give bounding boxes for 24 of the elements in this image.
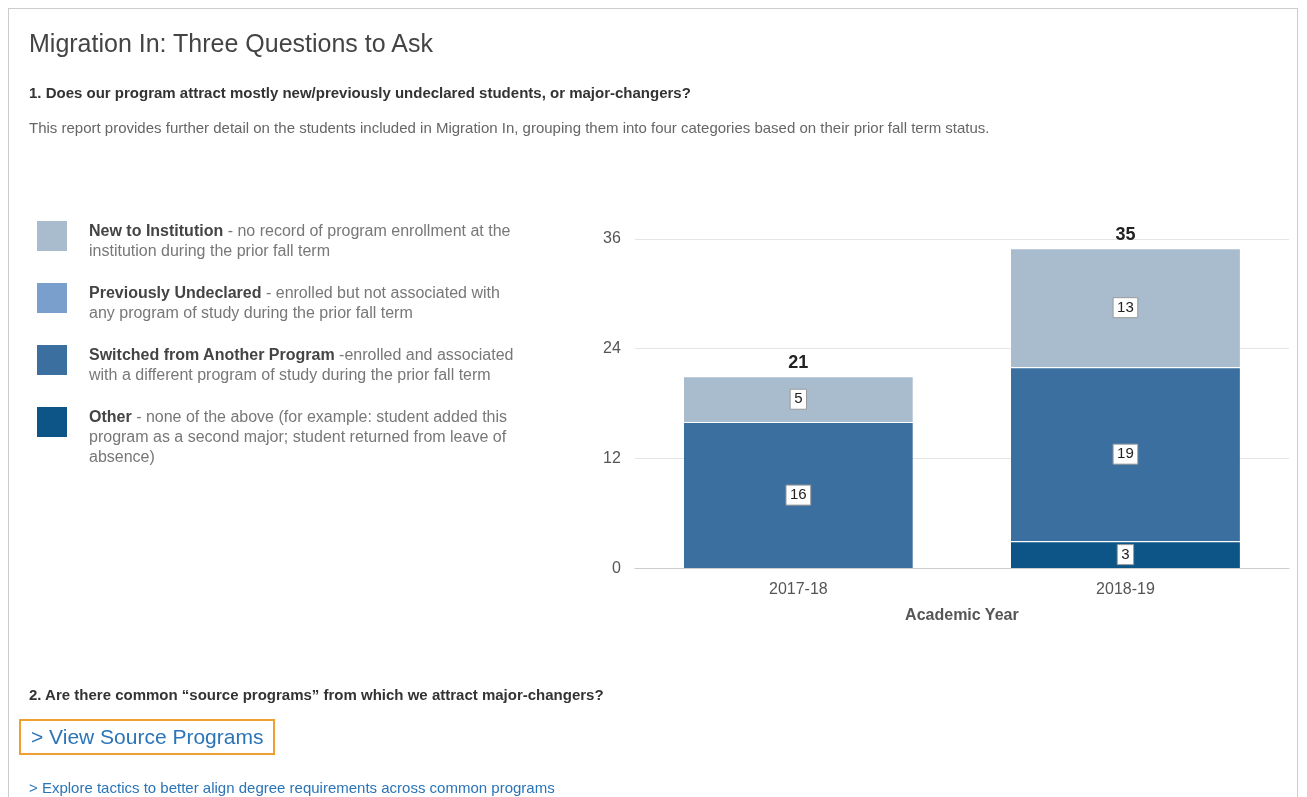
text: > View Source Programs: [19, 719, 276, 755]
y-tick-label: 12: [603, 449, 621, 467]
text: This report provides further detail on the students included in Migration In, grouping them into four categories based on their prior fall term status.: [29, 119, 990, 136]
data-label: 5: [794, 389, 803, 407]
text: 1. Does our program attract mostly new/previously undeclared students, or major-changers?: [29, 84, 691, 101]
legend-label: Other: [89, 408, 132, 425]
x-tick-label: 2017-18: [768, 579, 828, 597]
data-label: 3: [1121, 544, 1130, 562]
text: > Explore tactics to better align degree requirements across common programs: [29, 779, 555, 796]
legend-label: Previously Undeclared: [89, 284, 262, 301]
text: Migration In: Three Questions to Ask: [29, 29, 433, 58]
y-tick-label: 24: [603, 339, 621, 357]
data-label: 16: [790, 485, 807, 503]
total-label: 35: [1115, 224, 1136, 245]
y-tick-label: 0: [611, 559, 621, 577]
legend-label: New to Institution: [89, 222, 224, 239]
text: 2. Are there common “source programs” from which we attract major-changers?: [29, 686, 604, 703]
legend-label: Switched from Another Program: [89, 346, 335, 363]
data-label: 19: [1117, 444, 1134, 462]
y-tick-label: 36: [603, 229, 621, 247]
data-label: 13: [1117, 297, 1134, 315]
x-tick-label: 2018-19: [1096, 579, 1155, 597]
x-axis-title: Academic Year: [905, 605, 1019, 623]
total-label: 21: [788, 352, 809, 373]
